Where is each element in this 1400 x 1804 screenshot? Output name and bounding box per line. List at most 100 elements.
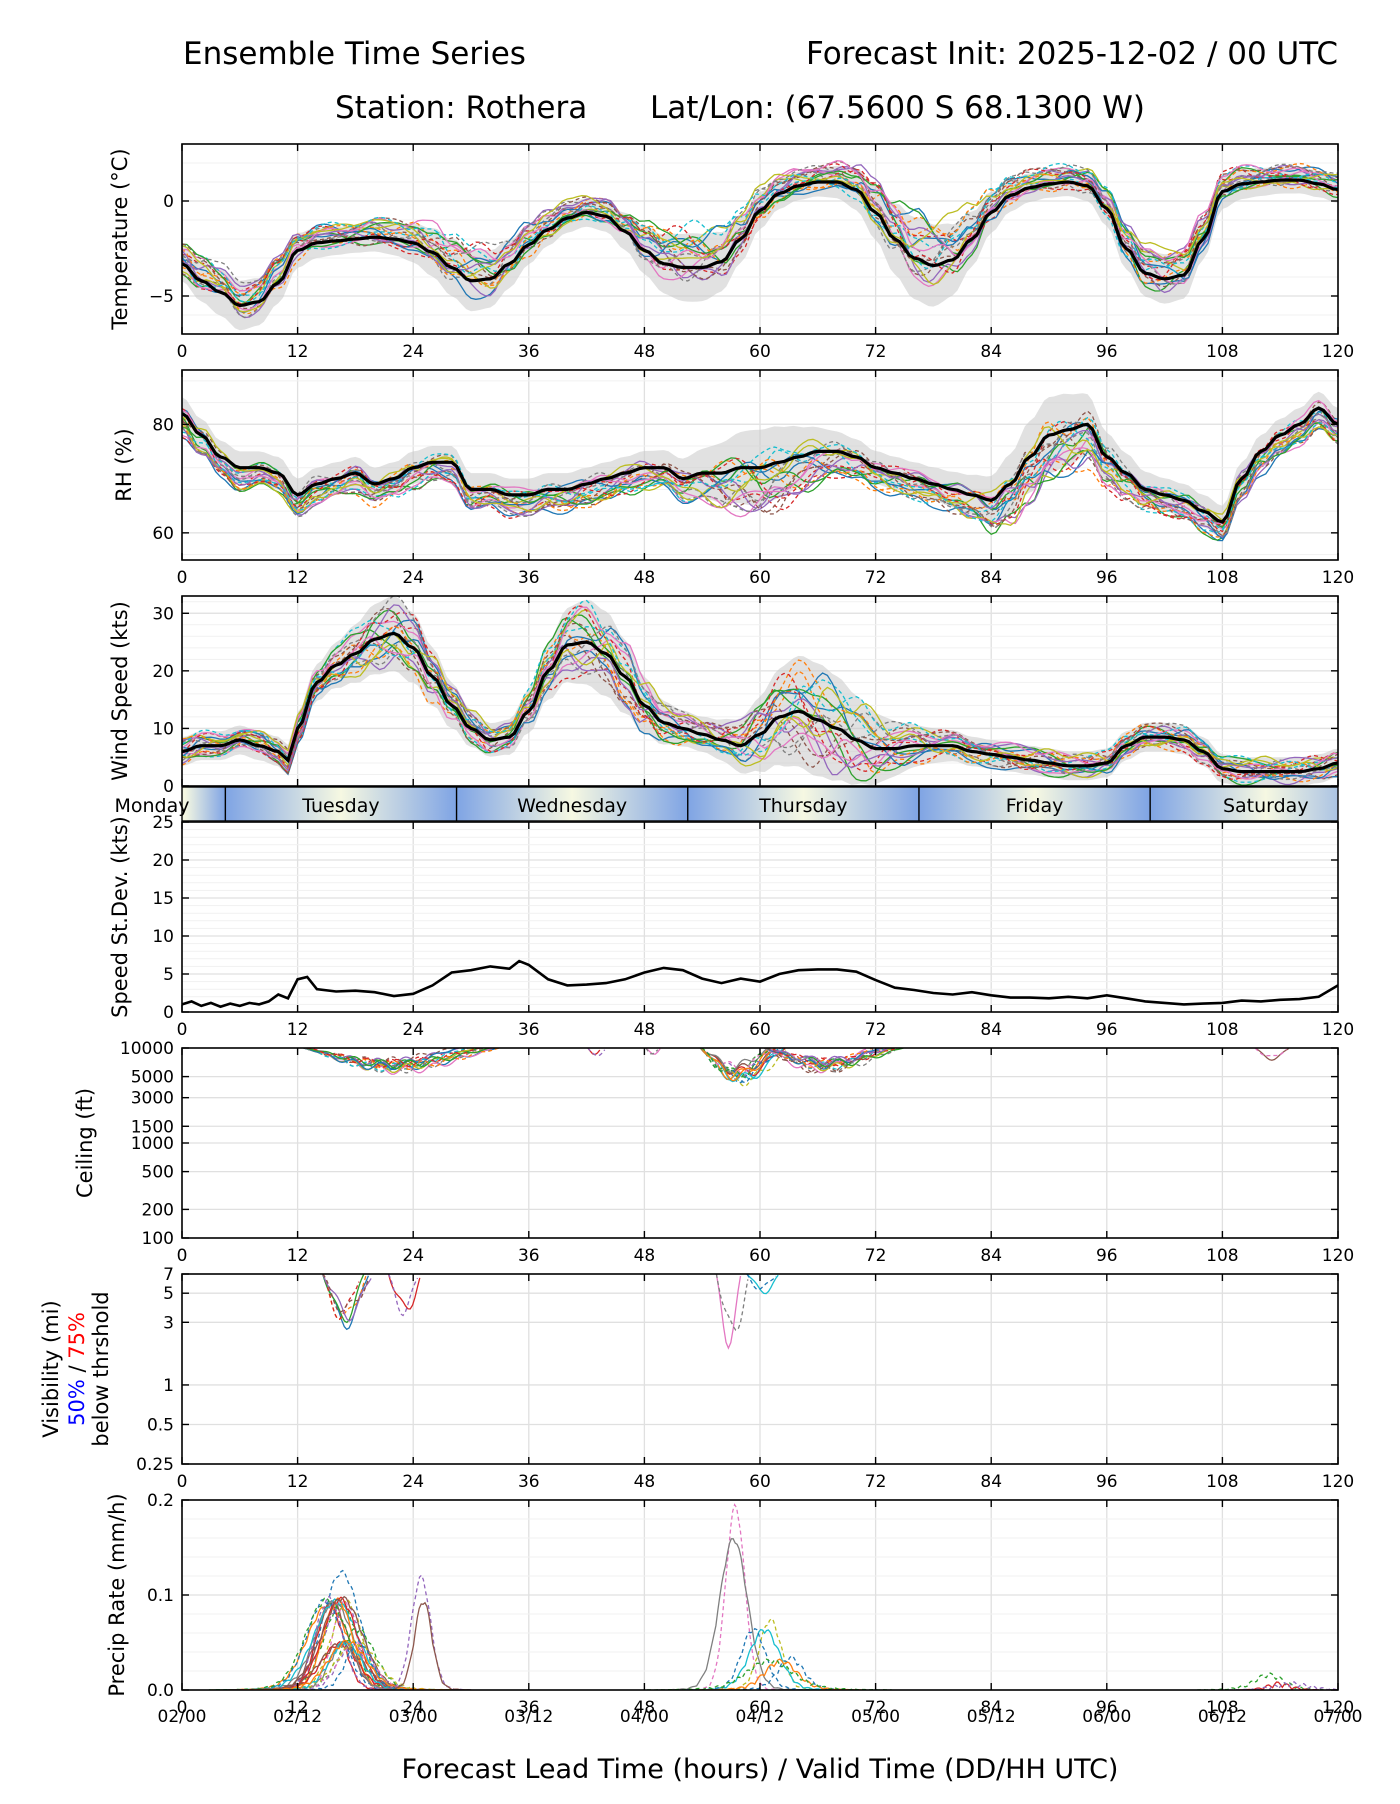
ensemble-member-line	[306, 1048, 500, 1070]
precip-x-ticks: 0 12 24 36 48 60 72 84 96 108 120	[177, 1500, 1354, 1718]
x-tick-label: 48	[634, 1698, 656, 1718]
x-tick-label: 36	[518, 342, 540, 362]
ensemble-member-line	[700, 1048, 764, 1079]
x-tick-label: 72	[865, 1246, 887, 1266]
ensemble-member-line	[715, 1274, 742, 1350]
x-tick-label: 96	[1096, 342, 1118, 362]
y-tick-label: 200	[142, 1200, 174, 1220]
rh-x-ticks: 0 12 24 36 48 60 72 84 96 108 120	[177, 370, 1354, 588]
ensemble-member-line	[182, 638, 1338, 779]
ensemble-member-line	[182, 170, 1338, 303]
x-tick-label: 96	[1096, 1472, 1118, 1492]
ensemble-member-line	[766, 1048, 883, 1074]
y-tick-label: 1000	[131, 1134, 174, 1154]
figure-title: Ensemble Time Series	[183, 36, 526, 72]
ensemble-member-line	[701, 1048, 770, 1078]
temperature-y-ticks: −5 0	[149, 192, 1338, 307]
day-label: Monday	[114, 795, 189, 817]
ensemble-member-line	[182, 163, 1338, 305]
wind-stdev-ylabel: Speed St.Dev. (kts)	[108, 816, 132, 1018]
x-tick-label: 108	[1206, 1472, 1238, 1492]
ensemble-member-line	[645, 1048, 659, 1055]
ensemble-member-line	[374, 1601, 472, 1690]
visibility-y-ticks: 0.25 0.5 1 3 57	[136, 1265, 1338, 1475]
valid-time-label: 05/12	[967, 1707, 1016, 1727]
ensemble-member-line	[682, 1503, 787, 1690]
ensemble-member-line	[715, 1274, 749, 1331]
ensemble-member-line	[182, 165, 1338, 297]
x-tick-label: 36	[518, 1020, 540, 1040]
valid-time-label: 04/00	[620, 1707, 669, 1727]
ensemble-member-line	[1254, 1048, 1290, 1061]
valid-time-label: 04/12	[736, 1707, 785, 1727]
ensemble-member-line	[182, 607, 1338, 780]
ensemble-member-line	[182, 166, 1338, 298]
day-cell	[1150, 787, 1338, 821]
ensemble-member-line	[182, 605, 1338, 780]
wind-speed-members	[182, 596, 1338, 786]
ensemble-member-line	[227, 1640, 455, 1690]
x-tick-label: 0	[177, 1472, 188, 1492]
y-tick-label: 0.25	[136, 1455, 174, 1475]
x-tick-label: 72	[865, 1698, 887, 1718]
x-tick-label: 60	[749, 1246, 771, 1266]
y-tick-label: 7	[163, 1265, 174, 1285]
day-label: Saturday	[1223, 795, 1309, 817]
day-cell	[918, 787, 1151, 821]
x-tick-label: 24	[402, 1246, 424, 1266]
ensemble-member-line	[766, 1048, 890, 1066]
day-label: Tuesday	[301, 795, 379, 817]
x-tick-label: 0	[177, 1020, 188, 1040]
ceiling-members	[303, 1048, 1290, 1087]
x-tick-label: 108	[1206, 1020, 1238, 1040]
day-cell	[182, 787, 226, 821]
ensemble-member-line	[647, 1658, 892, 1690]
x-tick-label: 60	[749, 568, 771, 588]
x-tick-label: 48	[634, 1246, 656, 1266]
ensemble-member-line	[322, 1274, 360, 1320]
ensemble-member-line	[1196, 1672, 1338, 1690]
ensemble-member-line	[182, 633, 1338, 771]
valid-time-label: 06/00	[1082, 1707, 1131, 1727]
x-tick-label: 0	[177, 1698, 188, 1718]
visibility-panel: 0.25 0.5 1 3 57 0 12 24 36 48 60 72 84 96 108 120 Visi…	[39, 1265, 1354, 1492]
temperature-spread-band	[182, 165, 1338, 331]
y-tick-label: 0	[163, 192, 174, 212]
y-tick-label: 0.5	[147, 1415, 174, 1435]
wind-speed-y-ticks: 0 10 20 30	[152, 596, 1339, 797]
valid-time-label: 05/00	[851, 1707, 900, 1727]
visibility-members	[321, 1274, 779, 1350]
ensemble-member-line	[1254, 1048, 1287, 1057]
y-tick-label: 0.1	[147, 1586, 174, 1606]
y-tick-label: 0.2	[147, 1491, 174, 1511]
y-tick-label: 5	[163, 1284, 174, 1304]
ensemble-member-line	[182, 162, 1338, 295]
x-tick-label: 120	[1322, 1472, 1354, 1492]
y-tick-label: 100	[142, 1229, 174, 1249]
temperature-mean-line	[182, 178, 1338, 308]
x-tick-label: 12	[287, 1472, 309, 1492]
x-tick-label: 120	[1322, 1020, 1354, 1040]
x-tick-label: 24	[402, 568, 424, 588]
x-tick-label: 120	[1322, 1698, 1354, 1718]
ensemble-member-line	[182, 167, 1338, 305]
ensemble-member-line	[252, 1595, 405, 1690]
x-tick-label: 12	[287, 1020, 309, 1040]
precip-ylabel: Precip Rate (mm/h)	[105, 1493, 129, 1696]
day-cell	[225, 787, 457, 821]
rh-mean-line	[182, 406, 1338, 524]
x-tick-label: 84	[980, 568, 1002, 588]
y-tick-label: 1500	[131, 1117, 174, 1137]
visibility-ylabel: Visibility (mi)	[39, 1300, 63, 1437]
day-label: Wednesday	[517, 795, 627, 817]
x-tick-label: 24	[402, 1020, 424, 1040]
ensemble-member-line	[182, 410, 1338, 524]
x-tick-label: 84	[980, 1472, 1002, 1492]
rh-grid	[182, 370, 1338, 560]
spread-area	[182, 165, 1338, 331]
ensemble-member-line	[182, 416, 1338, 515]
wind-stdev-line	[182, 959, 1338, 1009]
day-cell	[687, 787, 919, 821]
x-tick-label: 12	[287, 568, 309, 588]
